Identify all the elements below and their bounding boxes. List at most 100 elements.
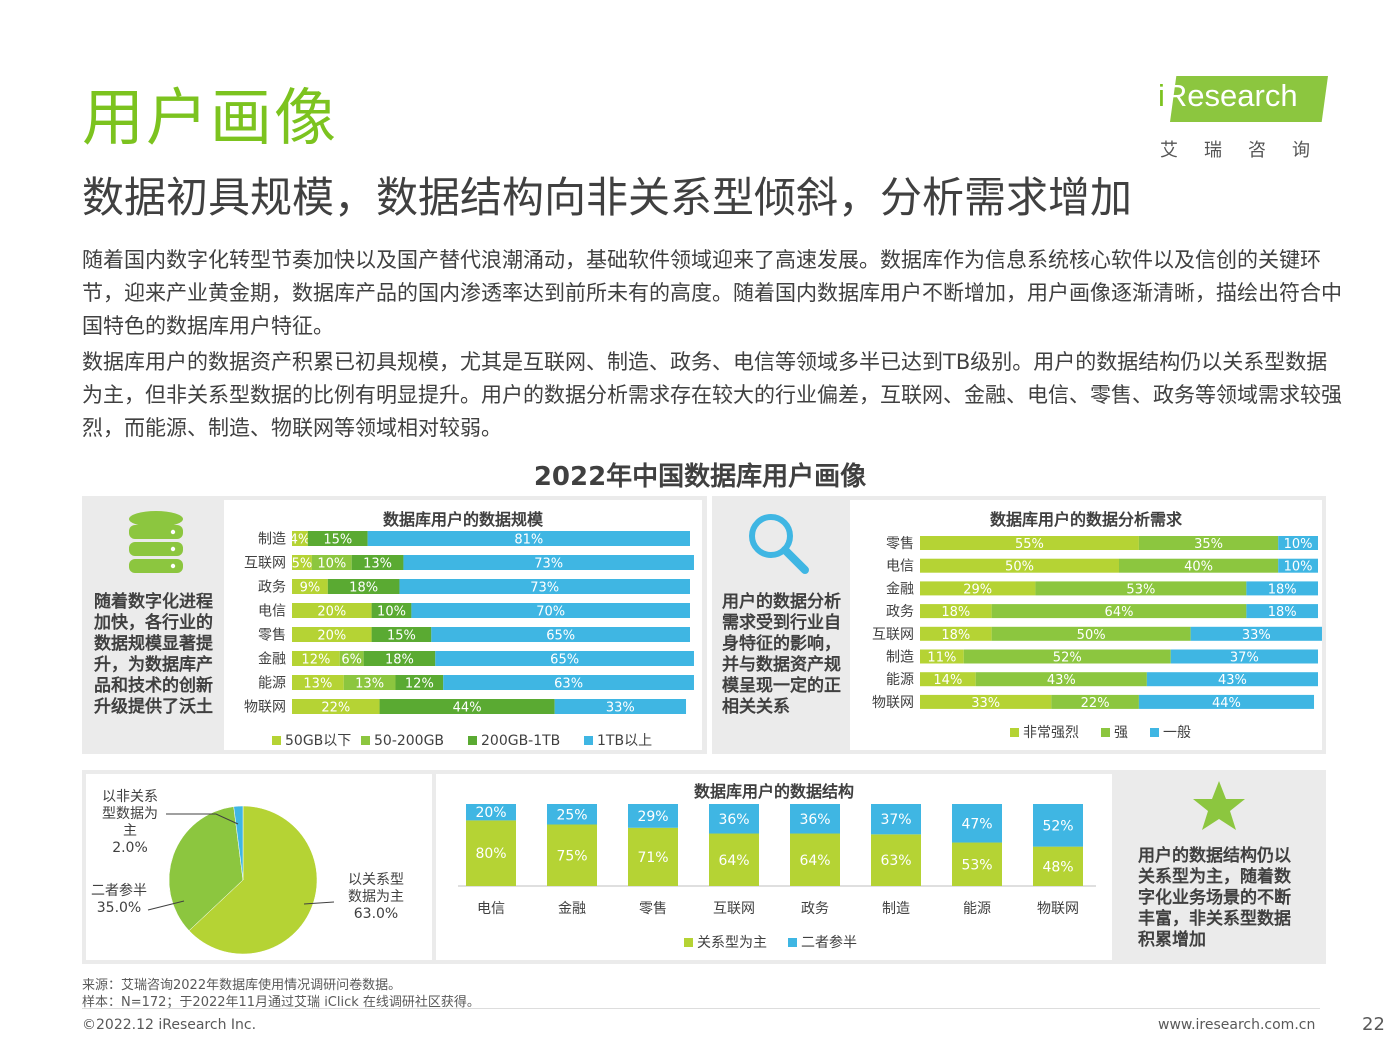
pie-slice <box>168 806 244 932</box>
pie-label-mixed: 二者参半 <box>91 882 147 899</box>
bar-segment <box>1033 804 1083 847</box>
data-label: 63% <box>554 677 583 692</box>
data-label: 18% <box>1268 605 1297 620</box>
data-label: 75% <box>556 848 587 864</box>
legend-label: 50-200GB <box>374 733 444 749</box>
pie-label-nonrelational: 以非关系 <box>102 789 158 805</box>
data-label: 36% <box>799 812 830 828</box>
data-label: 29% <box>963 582 992 597</box>
bar-segment <box>1278 558 1318 573</box>
footer-url: www.iresearch.com.cn <box>1158 1017 1316 1033</box>
category-label: 互联网 <box>713 901 755 917</box>
data-label: 64% <box>1105 605 1134 620</box>
pie-label-relational: 以关系型 <box>348 872 404 888</box>
data-label: 10% <box>377 605 406 620</box>
bar-segment <box>790 833 840 886</box>
data-label: 13% <box>355 677 384 692</box>
data-label: 18% <box>941 628 970 643</box>
leader-line <box>166 813 239 825</box>
structure-note: 用户的数据结构仍以关系型为主，随着数字化业务场景的不断丰富，非关系型数据积累增加 <box>1138 846 1291 950</box>
category-label: 政务 <box>258 580 286 596</box>
iresearch-logo: iResearch 艾瑞咨询 <box>1158 74 1330 162</box>
data-label: 63% <box>880 853 911 869</box>
data-label: 10% <box>1284 537 1313 552</box>
legend-swatch <box>468 736 477 745</box>
data-label: 73% <box>530 581 559 596</box>
category-label: 物联网 <box>244 700 286 716</box>
data-label: 48% <box>1042 859 1073 875</box>
category-label: 电信 <box>258 604 286 620</box>
data-label: 18% <box>941 605 970 620</box>
category-label: 政务 <box>886 604 914 620</box>
bar-segment <box>1246 581 1318 596</box>
legend-swatch <box>272 736 281 745</box>
category-label: 能源 <box>258 676 286 692</box>
category-label: 零售 <box>886 536 914 552</box>
bar-segment <box>952 842 1002 886</box>
bar-segment <box>871 834 921 886</box>
bar-segment <box>363 651 436 666</box>
data-label: 25% <box>556 807 587 823</box>
bar-segment <box>547 804 597 825</box>
bar-segment <box>709 833 759 886</box>
data-label: 65% <box>546 629 575 644</box>
data-label: 10% <box>1284 560 1313 575</box>
page-number: 22 <box>1362 1014 1385 1035</box>
bar-segment <box>292 579 328 594</box>
structure-chart-title: 数据库用户的数据结构 <box>693 782 854 801</box>
bar-segment <box>975 672 1147 687</box>
category-label: 电信 <box>886 559 914 575</box>
bar-segment <box>343 675 396 690</box>
footer-copyright: ©2022.12 iResearch Inc. <box>82 1017 257 1033</box>
leader-line <box>147 900 185 911</box>
bar-segment <box>628 827 678 886</box>
pie-label-nonrelational: 型数据为 <box>102 806 158 822</box>
chart-heading: 2022年中国数据库用户画像 <box>533 462 867 492</box>
data-label: 65% <box>550 653 579 668</box>
logo-wordmark: iResearch <box>1158 78 1298 113</box>
page-title: 用户画像 <box>82 81 339 154</box>
scale-chart-title: 数据库用户的数据规模 <box>382 510 543 529</box>
bar-segment <box>1051 694 1139 709</box>
data-label: 50% <box>1005 560 1034 575</box>
page-subtitle: 数据初具规模，数据结构向非关系型倾斜，分析需求增加 <box>82 173 1133 222</box>
data-label: 80% <box>475 846 506 862</box>
legend-swatch <box>1101 728 1110 737</box>
source-note: 来源：艾瑞咨询2022年数据库使用情况调研问卷数据。 <box>82 978 402 993</box>
data-label: 22% <box>1081 696 1110 711</box>
category-label: 政务 <box>801 901 829 917</box>
bar-segment <box>351 555 404 570</box>
bar-segment <box>399 579 690 594</box>
scale-note: 随着数字化进程加快，各行业的数据规模显著提升，为数据库产品和技术的创新升级提供了… <box>94 592 213 717</box>
legend-label: 强 <box>1114 725 1128 741</box>
logo-cn-name: 艾瑞咨询 <box>1160 140 1336 161</box>
bar-segment <box>920 536 1139 550</box>
data-label: 22% <box>321 701 350 716</box>
pie-slice <box>188 805 318 955</box>
category-label: 互联网 <box>244 556 286 572</box>
data-label: 13% <box>363 557 392 572</box>
legend-label: 一般 <box>1163 725 1191 741</box>
bar-segment <box>920 694 1052 709</box>
category-label: 零售 <box>639 901 667 917</box>
data-label: 4% <box>290 533 311 548</box>
bar-segment <box>292 555 312 570</box>
legend-label: 200GB-1TB <box>481 733 560 749</box>
legend-swatch <box>1150 728 1159 737</box>
bar-segment <box>1035 581 1247 596</box>
data-label: 15% <box>323 533 352 548</box>
category-label: 金融 <box>886 581 914 597</box>
bar-segment <box>292 675 344 690</box>
bar-segment <box>367 531 690 546</box>
bar-segment <box>920 581 1036 596</box>
data-label: 73% <box>534 557 563 572</box>
bar-segment <box>1246 604 1318 619</box>
data-label: 43% <box>1218 673 1247 688</box>
data-label: 10% <box>317 557 346 572</box>
category-label: 制造 <box>886 650 914 666</box>
bar-segment <box>554 699 687 714</box>
bar-segment <box>1033 846 1083 886</box>
category-label: 能源 <box>963 901 991 917</box>
magnifier-icon <box>745 510 815 580</box>
bar-segment <box>292 627 372 642</box>
